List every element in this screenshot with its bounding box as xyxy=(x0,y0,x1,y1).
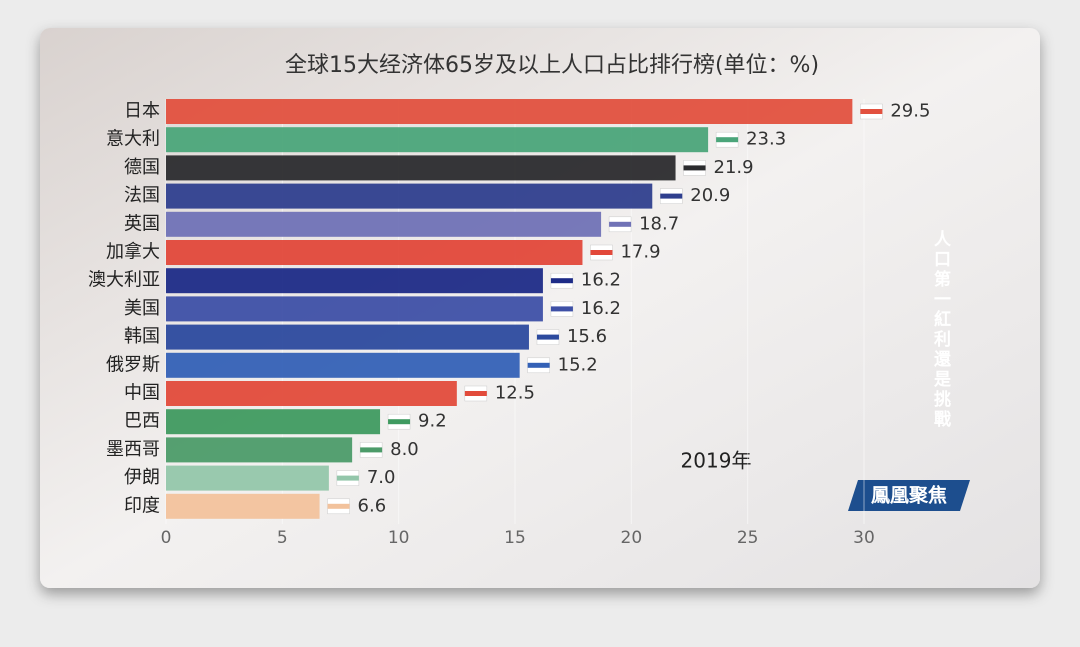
y-tick-label: 日本 xyxy=(124,101,160,122)
x-tick-label: 0 xyxy=(161,528,172,548)
flag-stripe xyxy=(336,475,359,481)
bar xyxy=(166,99,853,124)
y-tick-label: 德国 xyxy=(124,157,160,178)
bar xyxy=(166,381,457,406)
y-tick-label: 澳大利亚 xyxy=(88,270,160,291)
x-tick-label: 20 xyxy=(621,528,643,548)
flag-stripe xyxy=(860,109,883,114)
flag-stripe xyxy=(550,278,573,284)
x-tick-label: 25 xyxy=(737,528,759,548)
y-tick-label: 印度 xyxy=(124,495,160,516)
value-label: 21.9 xyxy=(714,157,754,178)
y-tick-label: 巴西 xyxy=(124,411,160,432)
y-tick-label: 美国 xyxy=(124,298,160,319)
x-tick-label: 5 xyxy=(277,528,288,548)
bar xyxy=(166,296,543,322)
flag-stripe xyxy=(464,391,487,396)
value-label: 17.9 xyxy=(620,242,660,263)
flag-stripe xyxy=(327,503,350,509)
logo-bg xyxy=(848,480,970,511)
flag-stripe xyxy=(536,334,559,340)
flag-stripe xyxy=(388,419,411,425)
bar xyxy=(166,465,329,491)
y-tick-label: 韩国 xyxy=(124,326,160,347)
bar xyxy=(166,240,583,265)
bar xyxy=(166,155,676,181)
value-label: 15.6 xyxy=(567,326,607,347)
value-label: 8.0 xyxy=(390,439,419,460)
flag-stripe xyxy=(590,250,613,255)
value-label: 7.0 xyxy=(367,467,396,488)
bar xyxy=(166,493,320,519)
bar xyxy=(166,127,709,153)
x-tick-label: 15 xyxy=(504,528,526,548)
bar xyxy=(166,211,602,237)
x-tick-label: 10 xyxy=(388,528,410,548)
y-tick-label: 中国 xyxy=(124,383,160,404)
y-tick-label: 法国 xyxy=(124,185,160,206)
flag-stripe xyxy=(550,306,573,312)
x-tick-label: 30 xyxy=(853,528,875,548)
value-label: 6.6 xyxy=(358,495,387,516)
bar xyxy=(166,324,529,350)
chart-title: 全球15大经济体65岁及以上人口占比排行榜(单位：%) xyxy=(285,53,819,78)
value-label: 16.2 xyxy=(581,270,621,291)
value-label: 20.9 xyxy=(690,185,730,206)
flag-stripe xyxy=(527,362,550,368)
value-label: 29.5 xyxy=(890,101,930,122)
y-tick-label: 加拿大 xyxy=(106,241,160,263)
value-label: 9.2 xyxy=(418,411,447,432)
value-label: 23.3 xyxy=(746,129,786,150)
value-label: 15.2 xyxy=(558,354,598,375)
y-tick-label: 俄罗斯 xyxy=(106,354,160,375)
bar xyxy=(166,409,381,435)
y-tick-label: 意大利 xyxy=(106,129,160,150)
flag-stripe xyxy=(360,447,383,453)
bar xyxy=(166,437,353,463)
value-label: 18.7 xyxy=(639,213,679,234)
vertical-caption: 人口第一紅利還是挑戰 xyxy=(930,230,951,430)
flag-stripe xyxy=(683,165,706,171)
bar xyxy=(166,352,520,378)
y-tick-label: 墨西哥 xyxy=(106,439,160,460)
flag-stripe xyxy=(609,221,632,227)
flag-stripe xyxy=(716,137,739,143)
year-label: 2019年 xyxy=(681,449,752,473)
bar xyxy=(166,183,653,209)
value-label: 16.2 xyxy=(581,298,621,319)
value-label: 12.5 xyxy=(495,383,535,404)
y-tick-label: 伊朗 xyxy=(124,467,160,488)
flag-stripe xyxy=(660,193,683,199)
y-tick-label: 英国 xyxy=(124,213,160,234)
logo: 鳳凰聚焦 xyxy=(871,484,947,507)
bar xyxy=(166,268,543,294)
